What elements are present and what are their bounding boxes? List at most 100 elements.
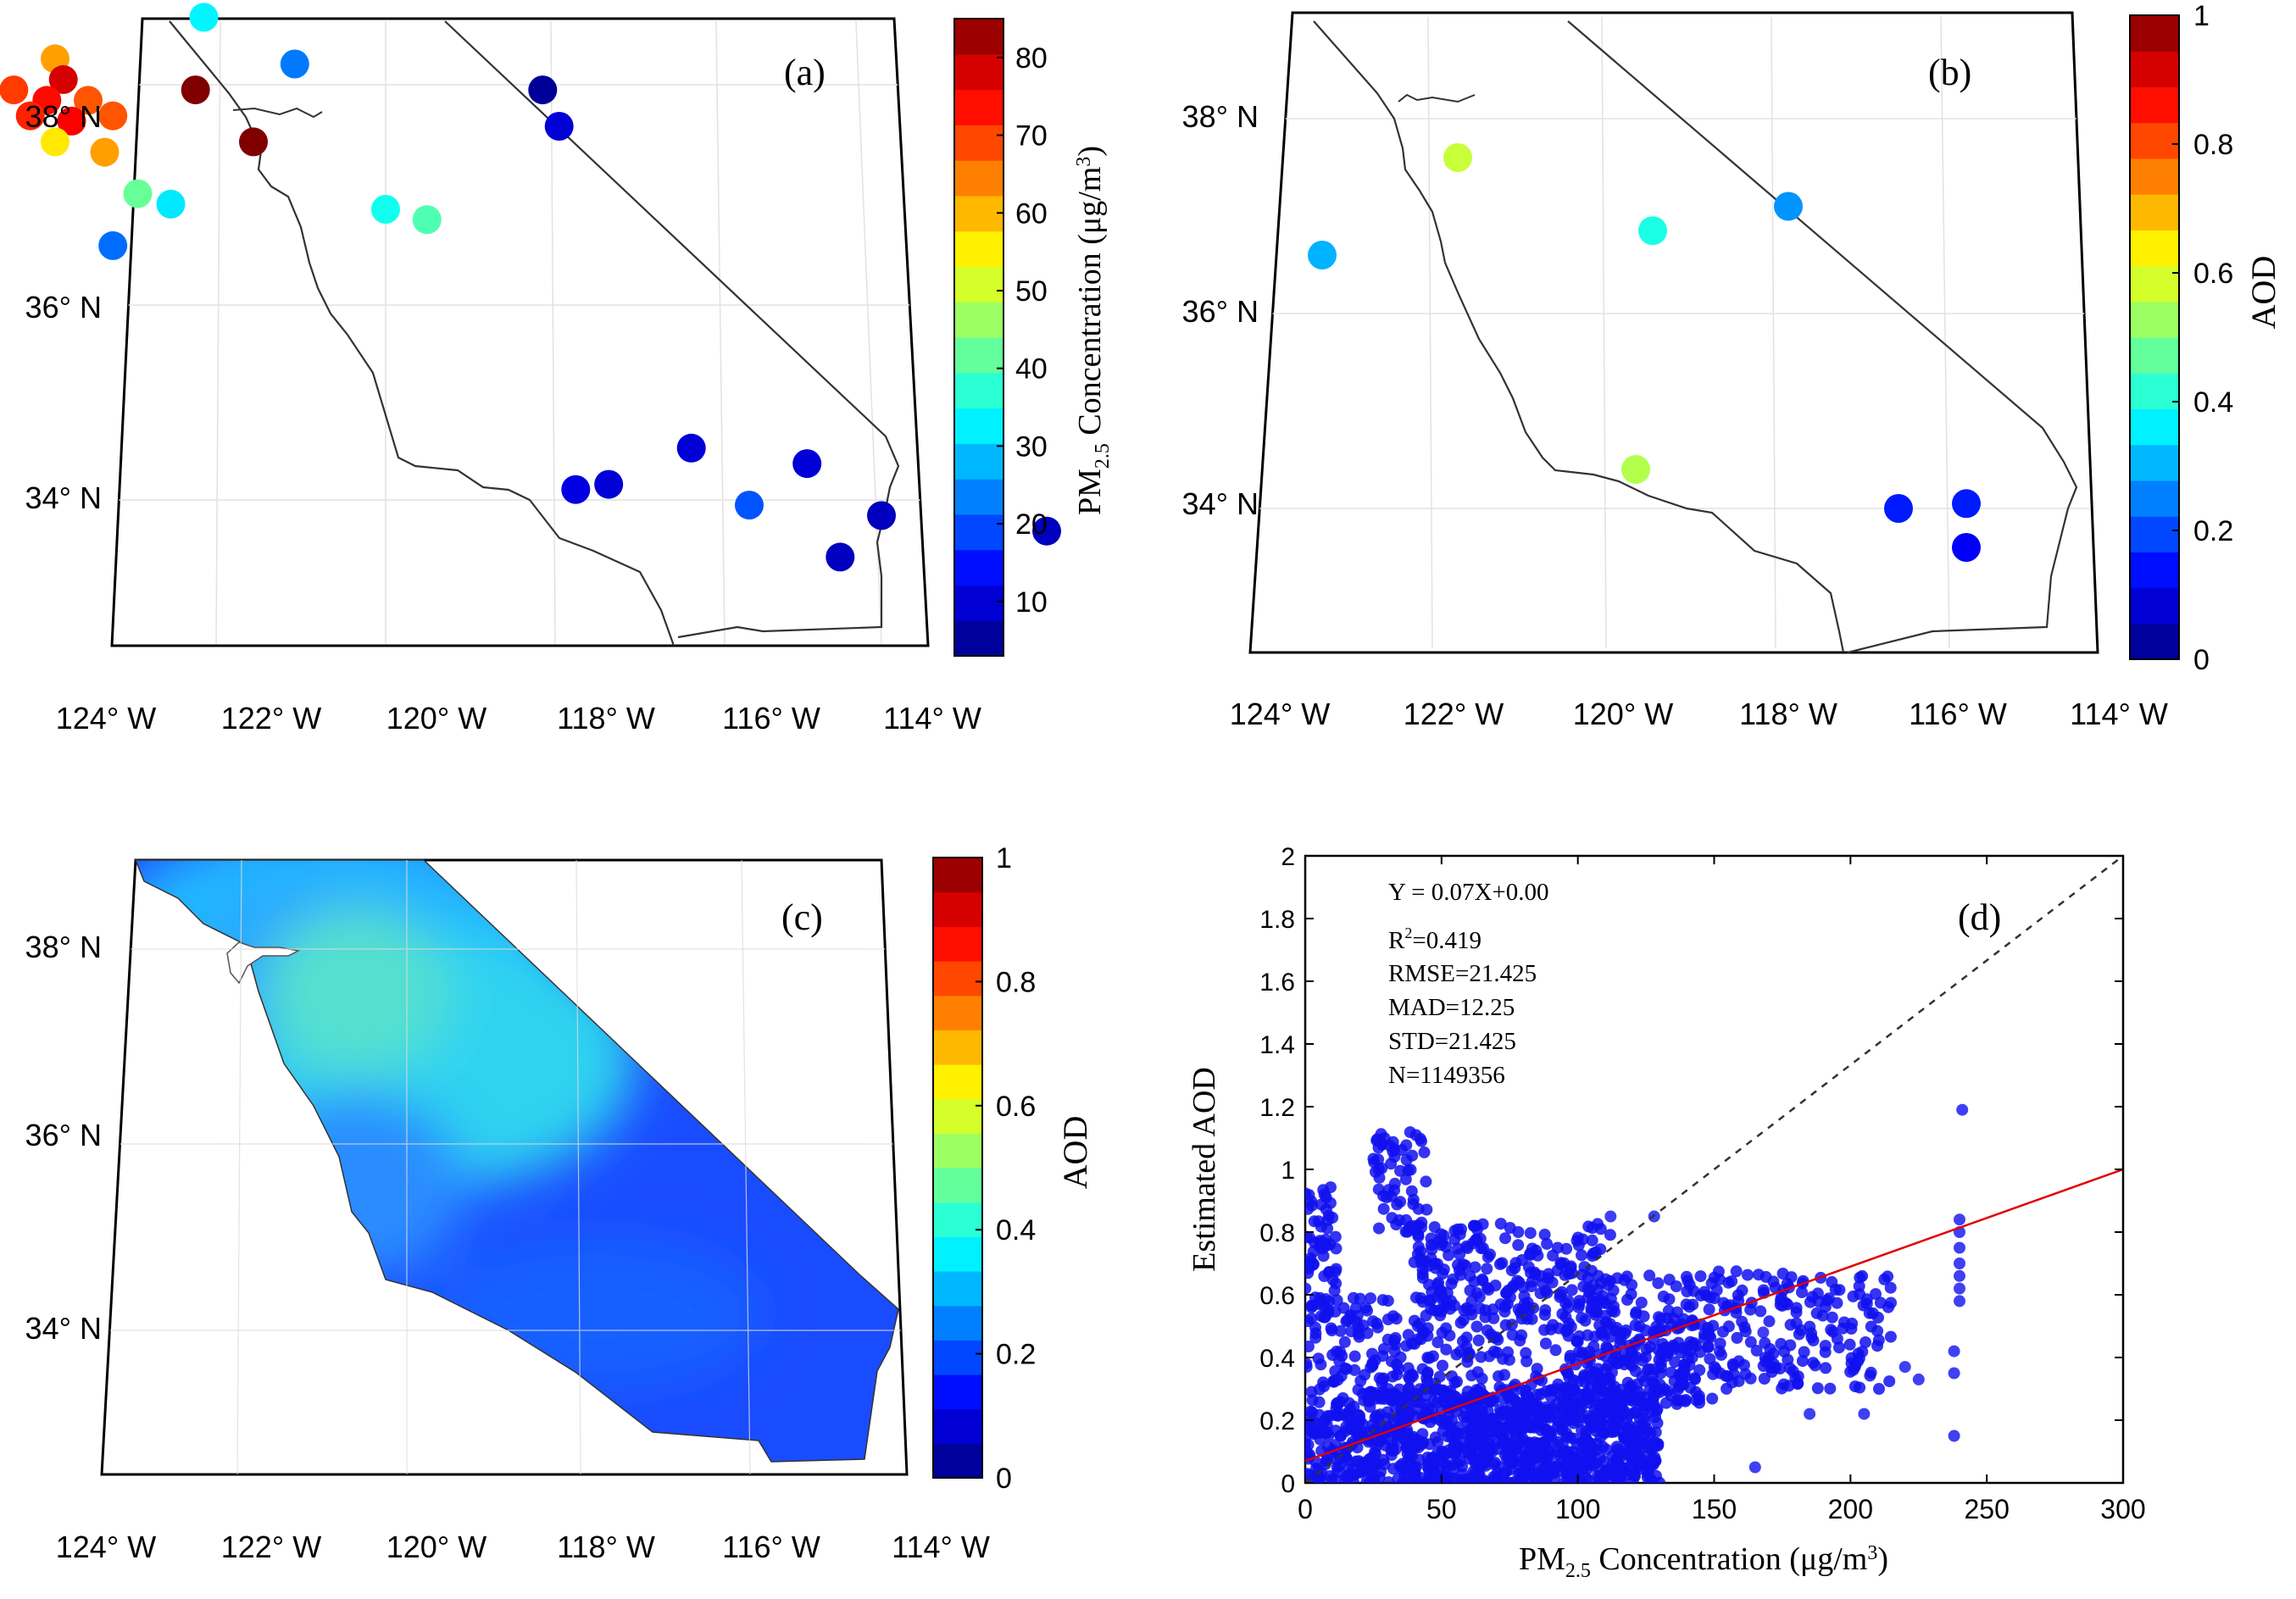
scatter-point (1308, 1215, 1320, 1228)
scatter-point (1635, 1296, 1648, 1309)
colorbar-tick-label: 0.8 (996, 966, 1036, 998)
scatter-point (1576, 1249, 1587, 1262)
scatter-point (1376, 1137, 1388, 1150)
graticule-c (110, 860, 903, 1474)
y-tick-label: 1.8 (1259, 906, 1295, 934)
scatter-point (1334, 1324, 1347, 1337)
points-b (1308, 143, 1981, 562)
scatter-point (1496, 1257, 1509, 1269)
scatter-point (1499, 1406, 1512, 1419)
scatter-point (1535, 1388, 1547, 1401)
scatter-point (1573, 1295, 1586, 1308)
scatter-point (1629, 1443, 1642, 1456)
scatter-point (1501, 1442, 1514, 1455)
scatter-point (1804, 1407, 1816, 1420)
scatter-point (1305, 1468, 1314, 1480)
x-tick-label: 200 (1828, 1494, 1873, 1524)
colorbar-border (953, 18, 1004, 657)
scatter-point (1507, 1392, 1520, 1405)
scatter-point (1492, 1442, 1504, 1455)
scatter-point (1687, 1298, 1699, 1311)
scatter-point (1425, 1239, 1437, 1252)
station-point (544, 112, 574, 141)
scatter-point (1537, 1436, 1550, 1449)
scatter-point (1732, 1374, 1745, 1387)
scatter-point (1487, 1303, 1499, 1316)
scatter-point (1539, 1337, 1552, 1350)
scatter-point (1878, 1273, 1891, 1285)
colorbar-segment (2130, 15, 2179, 52)
scatter-point (1400, 1139, 1413, 1152)
scatter-point (1650, 1320, 1663, 1333)
station-point (98, 230, 128, 260)
scatter-point (1415, 1221, 1427, 1234)
scatter-point (1481, 1263, 1493, 1275)
scatter-points-d (1305, 1103, 1969, 1483)
scatter-point (1305, 1258, 1315, 1270)
scatter-point (1305, 1231, 1316, 1244)
scatter-point (1352, 1418, 1365, 1430)
scatter-point (1412, 1434, 1425, 1446)
scatter-point (1535, 1412, 1548, 1424)
scatter-point (1620, 1324, 1632, 1336)
scatter-point (1331, 1374, 1344, 1386)
scatter-point (1518, 1290, 1531, 1302)
colorbar-tick-label: 0.4 (996, 1214, 1036, 1246)
colorbar-tick-label: 0.6 (2193, 258, 2233, 290)
scatter-point (1604, 1229, 1616, 1241)
scatter-point (1476, 1402, 1488, 1414)
scatter-point (1613, 1411, 1626, 1424)
scatter-point (1468, 1219, 1481, 1232)
scatter-point (1330, 1277, 1343, 1290)
colorbar-segment (2130, 373, 2179, 410)
y-tick-label: 1.4 (1259, 1031, 1295, 1059)
scatter-point (1404, 1126, 1416, 1139)
scatter-point (1625, 1288, 1637, 1301)
scatter-point (1615, 1334, 1627, 1346)
scatter-point (1730, 1265, 1743, 1278)
scatter-point (1549, 1344, 1562, 1357)
station-point (15, 101, 45, 130)
scatter-point (1594, 1223, 1607, 1235)
scatter-point (1505, 1264, 1518, 1277)
scatter-point (1437, 1230, 1450, 1242)
scatter-point (1445, 1295, 1457, 1308)
scatter-point (1744, 1335, 1757, 1348)
scatter-point (1757, 1284, 1770, 1296)
scatter-point (1320, 1203, 1332, 1216)
station-point (735, 491, 764, 520)
scatter-point (1440, 1343, 1453, 1356)
colorbar-segment (2130, 51, 2179, 88)
scatter-point (1643, 1341, 1656, 1353)
colorbar-segment (954, 443, 1003, 480)
scatter-point (1436, 1455, 1448, 1468)
scatter-point (1412, 1230, 1425, 1243)
x-tick-label: 250 (1964, 1494, 2009, 1524)
scatter-point (1742, 1269, 1754, 1281)
scatter-point (1750, 1344, 1763, 1357)
scatter-point (1518, 1409, 1531, 1422)
scatter-point (1483, 1427, 1496, 1440)
colorbar-tick-label: 60 (1015, 197, 1048, 230)
scatter-point (1525, 1280, 1537, 1292)
scatter-point (1776, 1268, 1789, 1280)
scatter-point (1376, 1374, 1388, 1386)
scatter-point (1514, 1335, 1526, 1346)
scatter-point (1394, 1351, 1407, 1363)
scatter-point (1599, 1466, 1612, 1479)
scatter-point (1476, 1218, 1489, 1230)
scatter-point (1775, 1337, 1787, 1350)
scatter-point (1567, 1374, 1580, 1386)
scatter-point (1954, 1241, 1965, 1254)
panel-c: (c) (100, 858, 909, 1476)
colorbar-tick-label: 0 (996, 1463, 1012, 1495)
colorbar-tick-label: 0.2 (2193, 515, 2233, 547)
scatter-point (1478, 1414, 1491, 1427)
scatter-point (1432, 1336, 1444, 1349)
axis-ticks-d: 0 50 100 150 200 250 300 0 0.2 0.4 0.6 0.8 1 1.2 1.4 1.… (1259, 843, 2145, 1524)
scatter-point (1409, 1291, 1422, 1304)
scatter-point (1330, 1242, 1343, 1255)
scatter-point (1763, 1315, 1776, 1328)
scatter-point (1519, 1450, 1531, 1463)
